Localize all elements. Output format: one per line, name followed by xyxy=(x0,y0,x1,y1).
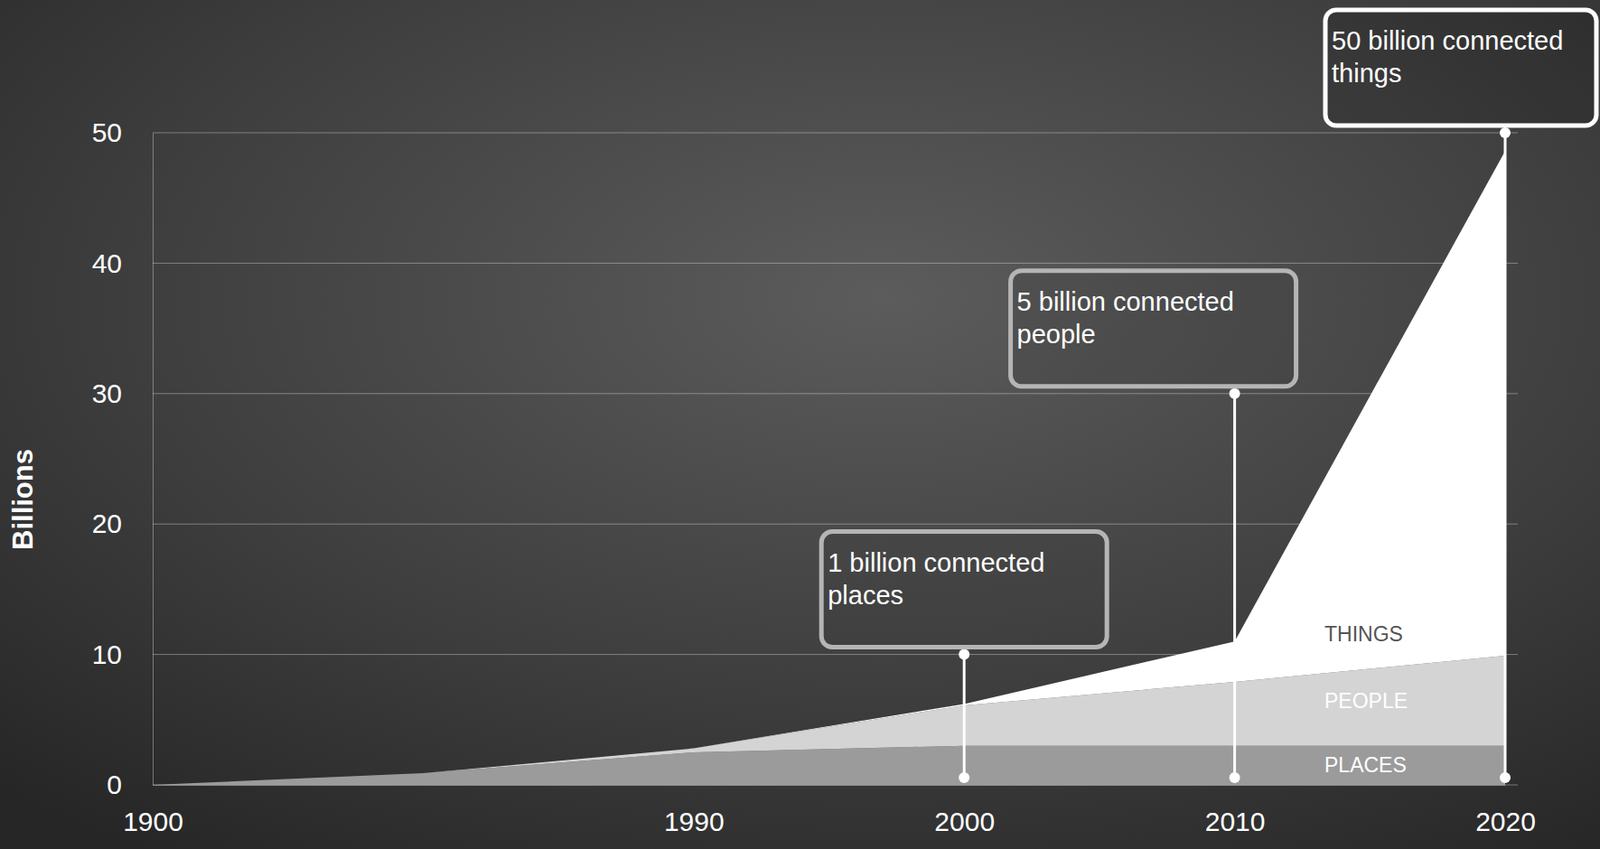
x-tick: 1900 xyxy=(122,785,184,837)
x-tick-label: 2020 xyxy=(1475,806,1536,837)
callout-line xyxy=(963,654,966,778)
y-tick-label: 50 xyxy=(92,117,122,148)
y-tick: 0 xyxy=(106,769,153,800)
annotation: 5 billion connectedpeople xyxy=(1010,271,1297,784)
series-label: THINGS xyxy=(1324,622,1404,646)
x-tick: 2000 xyxy=(934,785,995,837)
grid-line xyxy=(152,392,1518,394)
area-things xyxy=(152,150,1506,786)
y-axis: 0 10 20 30 40 50 xyxy=(92,117,154,800)
y-tick: 30 xyxy=(92,378,153,409)
x-tick-label: 1900 xyxy=(122,806,184,837)
y-tick: 40 xyxy=(92,248,153,279)
x-tick: 2020 xyxy=(1475,785,1536,837)
y-tick-label: 20 xyxy=(92,508,122,539)
chart: PLACES PEOPLE THINGS 0 10 20 30 40 50 1900 1990 200… xyxy=(0,0,1600,849)
x-axis: 1900 1990 2000 2010 2020 xyxy=(122,785,1536,837)
annotation-text: 50 billion connectedthings xyxy=(1331,26,1563,88)
callout-line xyxy=(1233,393,1236,778)
y-axis-line xyxy=(152,133,154,786)
y-tick-label: 30 xyxy=(92,378,122,409)
grid-line xyxy=(152,262,1518,264)
annotation-box xyxy=(821,532,1107,648)
series-label: PEOPLE xyxy=(1324,689,1408,713)
callout-base xyxy=(1229,772,1241,784)
x-tick-label: 2010 xyxy=(1205,806,1266,837)
x-axis-line xyxy=(153,785,1507,786)
annotation-text: 1 billion connectedplaces xyxy=(827,548,1045,610)
annotation-text: 5 billion connectedpeople xyxy=(1017,287,1235,349)
series-labels: PLACES PEOPLE THINGS xyxy=(1324,622,1408,777)
x-tick-label: 1990 xyxy=(664,806,725,837)
series-label: PLACES xyxy=(1324,753,1407,777)
callout-dot xyxy=(958,649,970,661)
background xyxy=(0,0,1600,849)
y-tick-label: 10 xyxy=(92,639,122,670)
area-places xyxy=(152,746,1506,786)
annotations: 1 billion connectedplaces 5 billion conne… xyxy=(821,9,1597,784)
y-tick-label: 0 xyxy=(106,769,122,800)
callout-base xyxy=(1499,772,1511,784)
y-tick-label: 40 xyxy=(92,248,122,279)
callout-line xyxy=(1504,132,1507,778)
x-tick: 2010 xyxy=(1205,785,1266,837)
callout-base xyxy=(958,772,970,784)
plot-area xyxy=(152,150,1506,786)
y-axis-title: Billions xyxy=(7,449,39,551)
x-tick-label: 2000 xyxy=(934,806,995,837)
callout-dot xyxy=(1229,388,1241,400)
x-tick: 1990 xyxy=(664,785,725,837)
grid-line xyxy=(152,132,1518,134)
y-tick: 20 xyxy=(92,508,153,539)
annotation-box xyxy=(1325,9,1597,126)
annotation-box xyxy=(1010,271,1297,387)
annotation: 1 billion connectedplaces xyxy=(821,532,1107,784)
y-tick: 10 xyxy=(92,639,153,670)
annotation: 50 billion connectedthings xyxy=(1325,9,1597,784)
grid xyxy=(152,132,1518,786)
y-tick: 50 xyxy=(92,117,153,148)
callout-dot xyxy=(1499,127,1511,139)
